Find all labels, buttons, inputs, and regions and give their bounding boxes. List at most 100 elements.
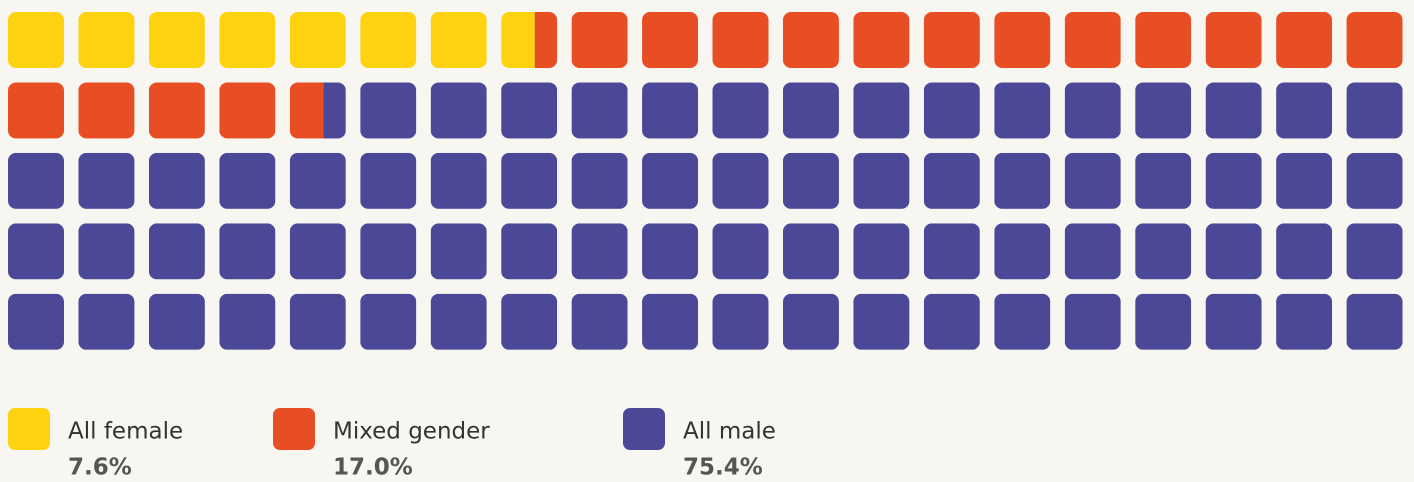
waffle-cell <box>78 12 135 68</box>
waffle-cell <box>8 12 64 68</box>
waffle-cell <box>994 152 1051 209</box>
waffle-cell <box>289 152 346 209</box>
waffle-cell <box>642 293 699 350</box>
waffle-cell <box>1064 12 1121 68</box>
waffle-cell <box>782 152 839 209</box>
waffle-cell <box>78 82 135 139</box>
waffle-cell <box>782 223 839 280</box>
waffle-cell <box>994 293 1051 350</box>
waffle-cell <box>571 293 628 350</box>
waffle-cell <box>1276 223 1333 280</box>
waffle-cell <box>430 152 487 209</box>
waffle-cell <box>1064 223 1121 280</box>
waffle-cell <box>1276 152 1333 209</box>
waffle-cell <box>1135 12 1192 68</box>
legend-label: All male <box>683 419 776 445</box>
waffle-cell <box>994 12 1051 68</box>
waffle-cell <box>78 152 135 209</box>
waffle-cell <box>712 293 769 350</box>
waffle-cell <box>923 82 980 139</box>
waffle-cell <box>642 223 699 280</box>
waffle-cell <box>1205 12 1262 68</box>
waffle-cell <box>148 12 205 68</box>
legend-swatch <box>8 408 50 450</box>
waffle-cell <box>219 152 276 209</box>
waffle-cell <box>1135 223 1192 280</box>
waffle-cell <box>994 82 1051 139</box>
waffle-cell <box>501 293 558 350</box>
waffle-cell <box>289 293 346 350</box>
waffle-cell <box>1276 12 1333 68</box>
waffle-cell <box>1135 152 1192 209</box>
waffle-cell <box>1064 293 1121 350</box>
waffle-cell <box>853 152 910 209</box>
waffle-cell <box>148 82 205 139</box>
waffle-cell <box>994 223 1051 280</box>
waffle-cell <box>571 223 628 280</box>
waffle-cell <box>148 293 205 350</box>
waffle-cell <box>853 223 910 280</box>
waffle-cell <box>430 293 487 350</box>
waffle-cell <box>923 293 980 350</box>
waffle-cell <box>712 82 769 139</box>
waffle-cell <box>323 82 346 139</box>
waffle-cell <box>219 12 276 68</box>
waffle-cell <box>923 223 980 280</box>
waffle-cell <box>1276 293 1333 350</box>
waffle-cell <box>430 82 487 139</box>
waffle-cell <box>642 12 699 68</box>
waffle-cell <box>1346 82 1403 139</box>
waffle-cell <box>430 223 487 280</box>
waffle-cell <box>8 223 64 280</box>
waffle-cell <box>1205 152 1262 209</box>
waffle-cell <box>853 82 910 139</box>
waffle-cell <box>219 223 276 280</box>
waffle-cell <box>1346 223 1403 280</box>
waffle-cell <box>642 152 699 209</box>
waffle-cell <box>712 12 769 68</box>
waffle-cell <box>501 152 558 209</box>
waffle-cell <box>430 12 487 68</box>
legend-swatch <box>623 408 665 450</box>
waffle-cell <box>782 12 839 68</box>
waffle-cell <box>360 223 417 280</box>
waffle-cell <box>289 82 324 139</box>
waffle-cell <box>148 223 205 280</box>
waffle-cell <box>1276 82 1333 139</box>
waffle-cell <box>1135 82 1192 139</box>
waffle-cell <box>571 12 628 68</box>
legend-label: Mixed gender <box>333 419 490 445</box>
waffle-cell <box>712 152 769 209</box>
waffle-cell <box>571 82 628 139</box>
waffle-cell <box>1346 12 1403 68</box>
waffle-cell <box>219 82 276 139</box>
waffle-cell <box>148 152 205 209</box>
waffle-cell <box>534 12 558 68</box>
waffle-cell <box>1205 293 1262 350</box>
waffle-cell <box>1135 293 1192 350</box>
waffle-cell <box>782 293 839 350</box>
waffle-cell <box>501 223 558 280</box>
waffle-cell <box>360 152 417 209</box>
waffle-cell <box>642 82 699 139</box>
waffle-cell <box>1205 223 1262 280</box>
waffle-cell <box>289 12 346 68</box>
waffle-cell <box>1346 152 1403 209</box>
waffle-cell <box>8 152 64 209</box>
waffle-cell <box>360 12 417 68</box>
waffle-cell <box>571 152 628 209</box>
waffle-cell <box>289 223 346 280</box>
waffle-cell <box>923 12 980 68</box>
legend-value: 7.6% <box>68 455 132 481</box>
legend-value: 75.4% <box>683 455 763 481</box>
waffle-cell <box>360 82 417 139</box>
waffle-cell <box>1064 82 1121 139</box>
waffle-cell <box>501 82 558 139</box>
waffle-cell <box>782 82 839 139</box>
waffle-cell <box>1205 82 1262 139</box>
waffle-cell <box>712 223 769 280</box>
waffle-cell <box>360 293 417 350</box>
waffle-cell <box>853 12 910 68</box>
waffle-cell <box>853 293 910 350</box>
